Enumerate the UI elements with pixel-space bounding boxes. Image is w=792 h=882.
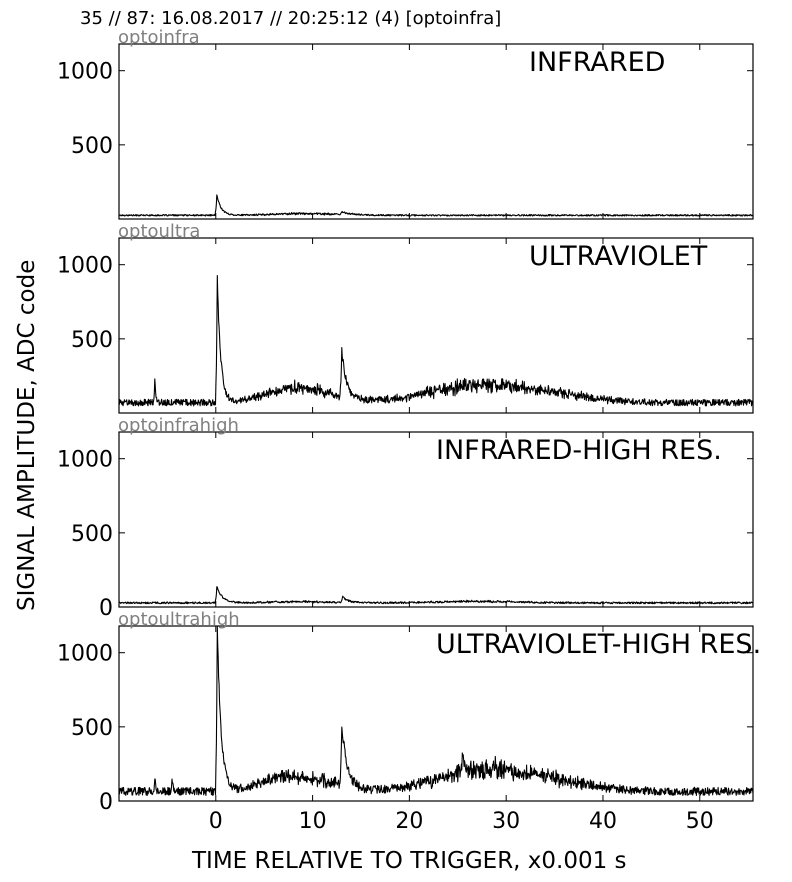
- y-tick-label: 500: [71, 716, 113, 741]
- channel-label: optoinfrahigh: [118, 415, 239, 436]
- y-tick-label: 500: [71, 328, 113, 353]
- series-line: [118, 194, 754, 217]
- x-tick-label: 50: [686, 809, 714, 834]
- figure-header: 35 // 87: 16.08.2017 // 20:25:12 (4) [op…: [80, 8, 502, 29]
- panel-frame: [118, 237, 754, 414]
- y-tick-label: 0: [99, 790, 113, 815]
- channel-label: optoinfra: [118, 27, 200, 48]
- y-tick-label: 500: [71, 134, 113, 159]
- y-tick-label: 0: [99, 596, 113, 621]
- x-tick-label: 30: [492, 809, 520, 834]
- x-tick-label: 0: [209, 809, 223, 834]
- channel-label: optoultra: [118, 221, 200, 242]
- y-tick-label: 1000: [57, 60, 113, 85]
- series-line: [118, 625, 754, 796]
- panel-frame: [118, 43, 754, 220]
- y-tick-label: 1000: [57, 642, 113, 667]
- panel-frame: [118, 431, 754, 608]
- series-line: [118, 274, 754, 407]
- series-line: [118, 586, 754, 605]
- x-axis-label: TIME RELATIVE TO TRIGGER, x0.001 s: [192, 848, 627, 874]
- y-tick-label: 1000: [57, 448, 113, 473]
- x-tick-label: 40: [589, 809, 617, 834]
- channel-label: optoultrahigh: [118, 609, 240, 630]
- panel-title: ULTRAVIOLET: [529, 241, 708, 272]
- y-tick-label: 1000: [57, 254, 113, 279]
- panel-title: ULTRAVIOLET-HIGH RES.: [436, 629, 761, 660]
- x-tick-label: 10: [299, 809, 327, 834]
- panel-title: INFRARED-HIGH RES.: [436, 435, 722, 466]
- panel-title: INFRARED: [529, 47, 665, 78]
- panel-frame: [118, 625, 754, 802]
- x-tick-label: 20: [395, 809, 423, 834]
- y-tick-label: 500: [71, 522, 113, 547]
